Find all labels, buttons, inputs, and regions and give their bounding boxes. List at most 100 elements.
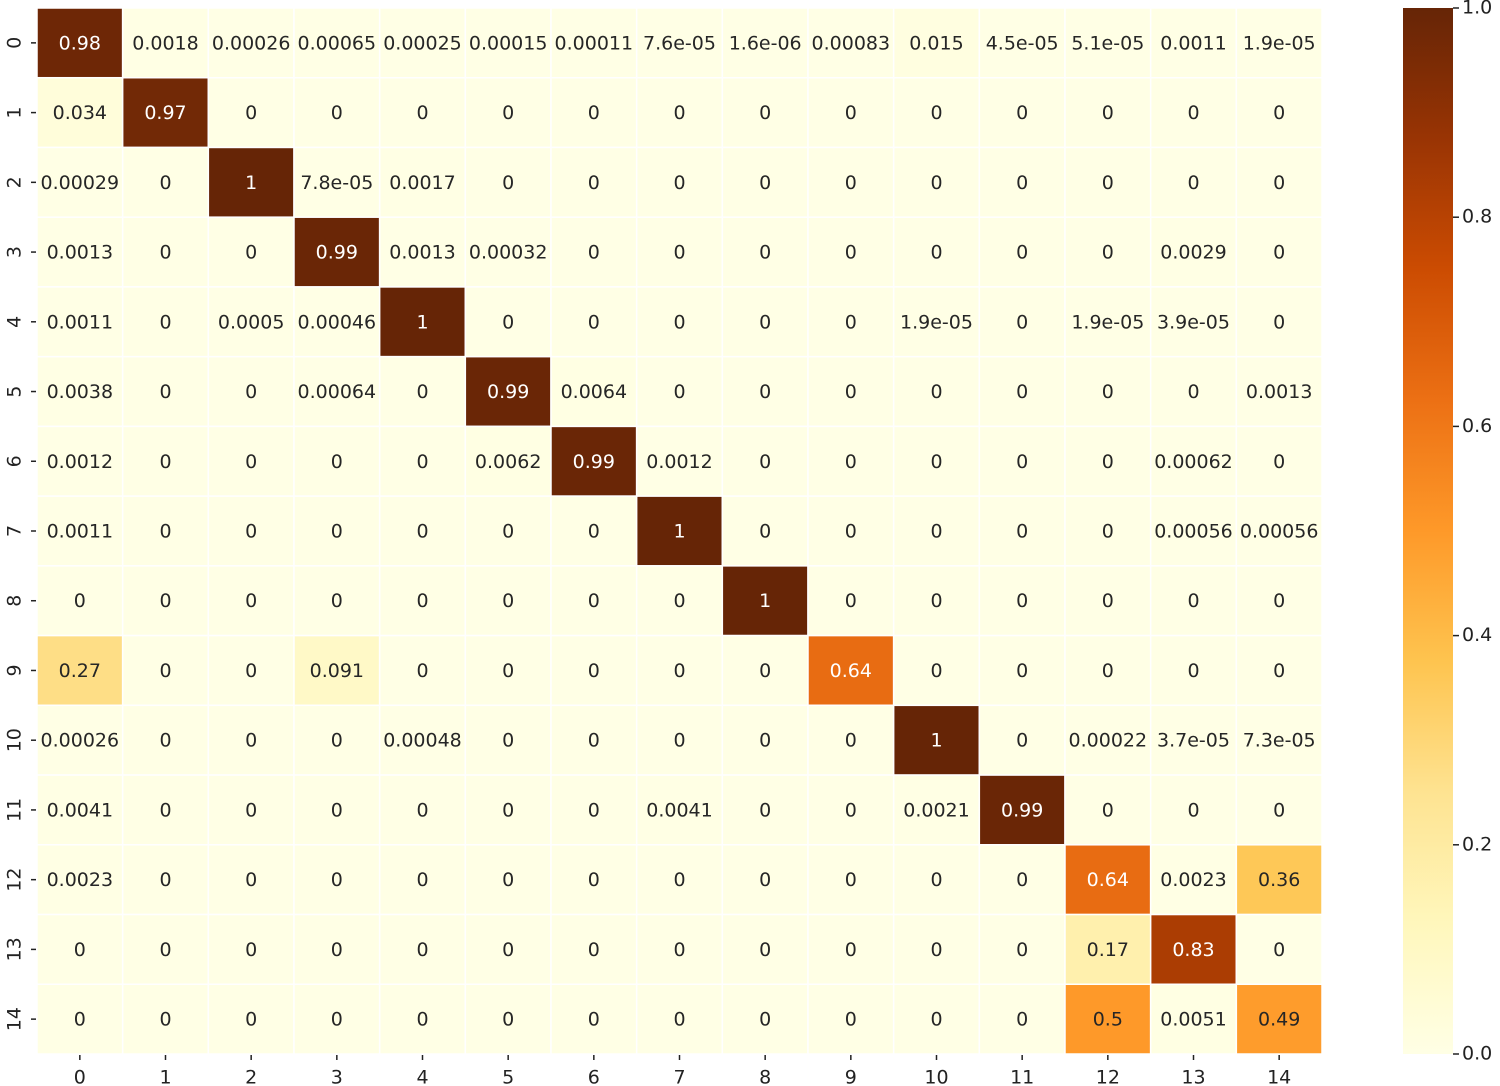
cell-annotation-r2-c1: 0 bbox=[159, 172, 171, 194]
cell-annotation-r4-c13: 3.9e-05 bbox=[1157, 311, 1230, 333]
heatmap-cell-r0-c7 bbox=[635, 7, 724, 79]
cell-annotation-r1-c3: 0 bbox=[331, 102, 343, 124]
heatmap-cell-r12-c8 bbox=[721, 844, 809, 916]
heatmap-cell-r14-c0 bbox=[36, 983, 124, 1055]
heatmap-cell-r14-c8 bbox=[721, 983, 809, 1055]
heatmap-cell-r0-c5 bbox=[464, 7, 552, 79]
cell-annotation-r11-c14: 0 bbox=[1273, 799, 1285, 821]
cell-annotation-r7-c13: 0.00056 bbox=[1154, 521, 1233, 543]
cell-annotation-r5-c0: 0.0038 bbox=[47, 381, 113, 403]
cell-annotation-r12-c5: 0 bbox=[502, 869, 514, 891]
heatmap-cell-r13-c1 bbox=[121, 913, 210, 986]
heatmap-cell-r10-c9 bbox=[807, 704, 895, 776]
cell-annotation-r8-c1: 0 bbox=[159, 590, 171, 612]
cell-annotation-r2-c13: 0 bbox=[1187, 172, 1199, 194]
heatmap-cell-r6-c7 bbox=[635, 425, 724, 497]
heatmap-cell-r3-c5 bbox=[464, 216, 552, 288]
cell-annotation-r14-c1: 0 bbox=[159, 1009, 171, 1031]
cell-annotation-r2-c9: 0 bbox=[845, 172, 857, 194]
heatmap-cells bbox=[36, 7, 1323, 1055]
cell-annotation-r14-c13: 0.0051 bbox=[1160, 1009, 1226, 1031]
heatmap-cell-r0-c11 bbox=[978, 7, 1066, 79]
colorbar-tick-label-1: 0.2 bbox=[1462, 833, 1492, 855]
heatmap-cell-r8-c7 bbox=[635, 565, 724, 637]
heatmap-cell-r6-c4 bbox=[378, 425, 467, 497]
cell-annotation-r6-c6: 0.99 bbox=[573, 451, 615, 473]
cell-annotation-r11-c7: 0.0041 bbox=[646, 799, 712, 821]
heatmap-cell-r5-c13 bbox=[1149, 355, 1238, 428]
cell-annotation-r14-c2: 0 bbox=[245, 1009, 257, 1031]
heatmap-cell-r9-c2 bbox=[207, 634, 295, 707]
colorbar-tick-label-4: 0.8 bbox=[1462, 206, 1492, 228]
cell-annotation-r10-c6: 0 bbox=[588, 730, 600, 752]
cell-annotation-r1-c12: 0 bbox=[1102, 102, 1114, 124]
heatmap-cell-r2-c0 bbox=[36, 146, 124, 218]
cell-annotation-r13-c13: 0.83 bbox=[1172, 939, 1214, 961]
cell-annotation-r14-c3: 0 bbox=[331, 1009, 343, 1031]
y-tick-label-1: 1 bbox=[4, 107, 26, 119]
heatmap-cell-r8-c11 bbox=[978, 565, 1066, 637]
x-tick-label-7: 7 bbox=[673, 1067, 685, 1086]
heatmap-cell-r7-c1 bbox=[121, 495, 210, 567]
heatmap-cell-r4-c7 bbox=[635, 286, 724, 358]
cell-annotation-r11-c11: 0.99 bbox=[1001, 799, 1043, 821]
cell-annotation-r2-c6: 0 bbox=[588, 172, 600, 194]
heatmap-cell-r1-c12 bbox=[1064, 76, 1152, 149]
heatmap-cell-r10-c14 bbox=[1235, 704, 1323, 776]
cell-annotation-r7-c9: 0 bbox=[845, 521, 857, 543]
cell-annotation-r14-c14: 0.49 bbox=[1258, 1009, 1300, 1031]
cell-annotation-r12-c2: 0 bbox=[245, 869, 257, 891]
cell-annotation-r10-c9: 0 bbox=[845, 730, 857, 752]
x-tick-label-9: 9 bbox=[845, 1067, 857, 1086]
cell-annotation-r5-c9: 0 bbox=[845, 381, 857, 403]
heatmap-cell-r2-c5 bbox=[464, 146, 552, 218]
x-tick-label-3: 3 bbox=[331, 1067, 343, 1086]
heatmap-cell-r10-c3 bbox=[293, 704, 381, 776]
x-tick-label-6: 6 bbox=[588, 1067, 600, 1086]
cell-annotation-r0-c6: 0.00011 bbox=[555, 32, 634, 54]
heatmap-cell-r2-c9 bbox=[807, 146, 895, 218]
cell-annotation-r5-c5: 0.99 bbox=[487, 381, 529, 403]
cell-annotation-r11-c12: 0 bbox=[1102, 799, 1114, 821]
cell-annotation-r1-c0: 0.034 bbox=[53, 102, 107, 124]
cell-annotation-r8-c6: 0 bbox=[588, 590, 600, 612]
heatmap-cell-r1-c13 bbox=[1149, 76, 1238, 149]
heatmap-cell-r12-c1 bbox=[121, 844, 210, 916]
cell-annotation-r3-c7: 0 bbox=[673, 242, 685, 264]
cell-annotation-r13-c8: 0 bbox=[759, 939, 771, 961]
heatmap-cell-r7-c13 bbox=[1149, 495, 1238, 567]
heatmap-cell-r7-c12 bbox=[1064, 495, 1152, 567]
cell-annotation-r14-c8: 0 bbox=[759, 1009, 771, 1031]
heatmap-cell-r10-c4 bbox=[378, 704, 467, 776]
cell-annotation-r13-c0: 0 bbox=[74, 939, 86, 961]
cell-annotation-r6-c3: 0 bbox=[331, 451, 343, 473]
heatmap-cell-r10-c5 bbox=[464, 704, 552, 776]
heatmap-cell-r13-c11 bbox=[978, 913, 1066, 986]
cell-annotation-r8-c7: 0 bbox=[673, 590, 685, 612]
heatmap-cell-r14-c6 bbox=[550, 983, 638, 1055]
cell-annotation-r14-c12: 0.5 bbox=[1093, 1009, 1123, 1031]
heatmap-cell-r10-c10 bbox=[892, 704, 981, 776]
cell-annotation-r14-c5: 0 bbox=[502, 1009, 514, 1031]
cell-annotation-r9-c5: 0 bbox=[502, 660, 514, 682]
heatmap-cell-r3-c10 bbox=[892, 216, 981, 288]
x-tick-label-1: 1 bbox=[159, 1067, 171, 1086]
heatmap-cell-r12-c14 bbox=[1235, 844, 1323, 916]
heatmap-cell-r9-c10 bbox=[892, 634, 981, 707]
cell-annotation-r4-c11: 0 bbox=[1016, 311, 1028, 333]
y-tick-label-14: 14 bbox=[4, 1007, 26, 1031]
heatmap-cell-r13-c14 bbox=[1235, 913, 1323, 986]
cell-annotation-r7-c12: 0 bbox=[1102, 521, 1114, 543]
cell-annotation-r5-c13: 0 bbox=[1187, 381, 1199, 403]
y-tick-label-0: 0 bbox=[4, 37, 26, 49]
heatmap-cell-r5-c1 bbox=[121, 355, 210, 428]
cell-annotation-r2-c0: 0.00029 bbox=[41, 172, 120, 194]
y-tick-label-13: 13 bbox=[4, 937, 26, 961]
heatmap-cell-r12-c13 bbox=[1149, 844, 1238, 916]
cell-annotation-r6-c13: 0.00062 bbox=[1154, 451, 1233, 473]
heatmap-cell-r8-c6 bbox=[550, 565, 638, 637]
cell-annotation-r5-c10: 0 bbox=[930, 381, 942, 403]
cell-annotation-r2-c10: 0 bbox=[930, 172, 942, 194]
cell-annotation-r14-c0: 0 bbox=[74, 1009, 86, 1031]
cell-annotation-r2-c12: 0 bbox=[1102, 172, 1114, 194]
